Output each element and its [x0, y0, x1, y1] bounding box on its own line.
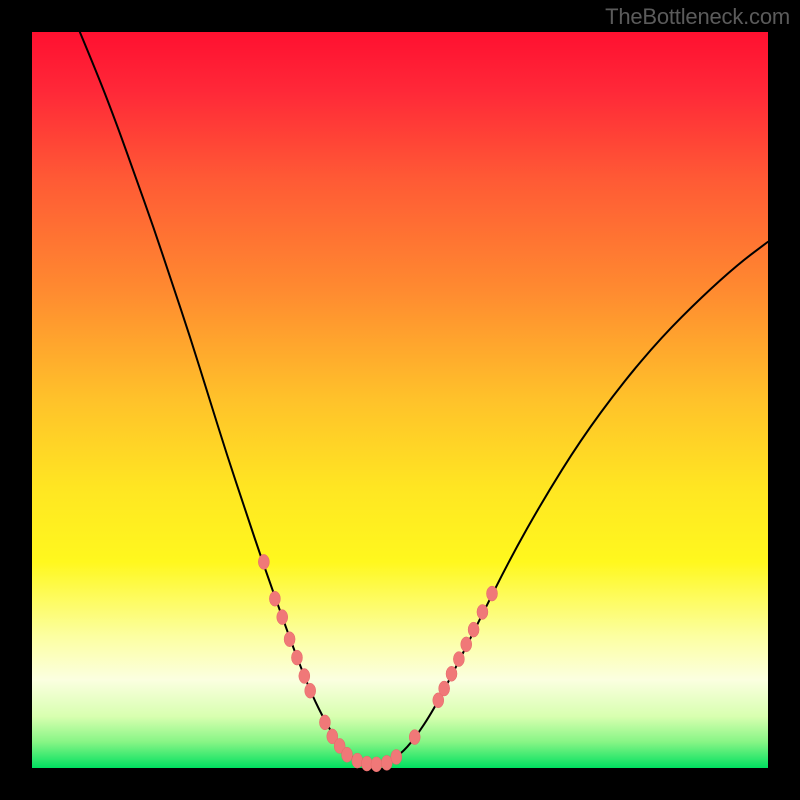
curve-marker [269, 591, 280, 606]
curve-marker [439, 681, 450, 696]
curve-marker [409, 730, 420, 745]
curve-marker [446, 666, 457, 681]
curve-marker [453, 652, 464, 667]
curve-marker [299, 669, 310, 684]
curve-marker [391, 749, 402, 764]
curve-marker [468, 622, 479, 637]
curve-marker [291, 650, 302, 665]
curve-marker [284, 632, 295, 647]
curve-marker [305, 683, 316, 698]
curve-marker [277, 610, 288, 625]
curve-marker [352, 753, 363, 768]
curve-marker [487, 586, 498, 601]
watermark-text: TheBottleneck.com [605, 4, 790, 30]
curve-marker [477, 604, 488, 619]
curve-marker [371, 757, 382, 772]
curve-marker [461, 637, 472, 652]
curve-marker [319, 715, 330, 730]
bottleneck-chart [0, 0, 800, 800]
curve-marker [342, 747, 353, 762]
curve-marker [258, 554, 269, 569]
plot-area [32, 32, 768, 768]
